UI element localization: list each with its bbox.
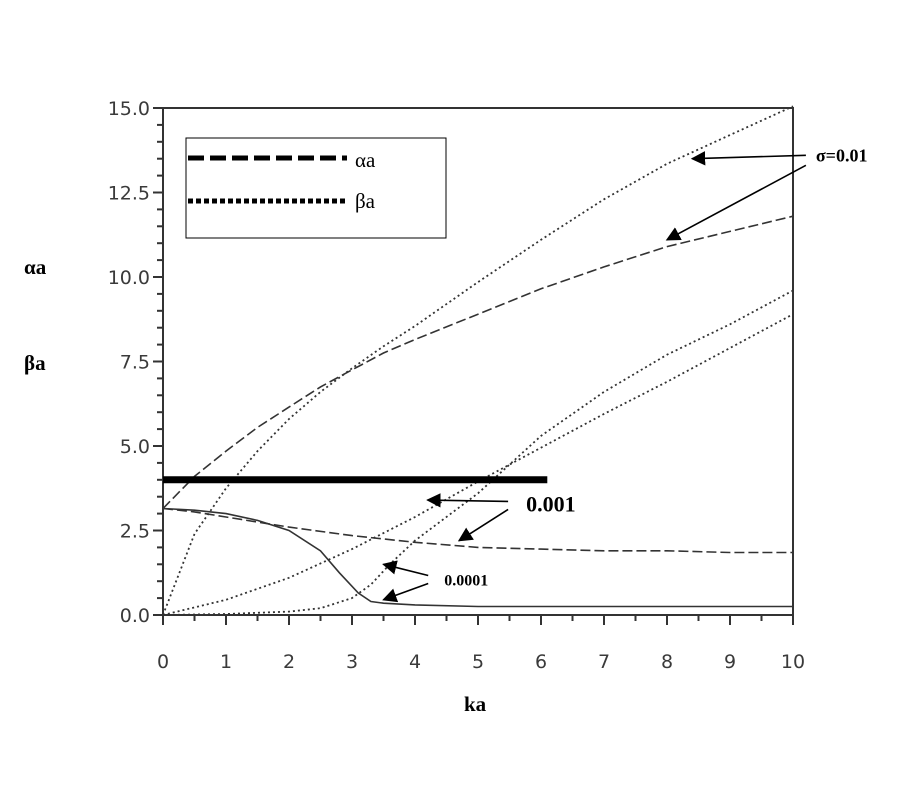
x-axis-label: ka bbox=[464, 692, 487, 716]
legend-box bbox=[185, 137, 447, 239]
axis-labels: αa βa ka bbox=[24, 255, 487, 716]
y-axis-label-beta: βa bbox=[24, 351, 46, 375]
x-tick-label: 7 bbox=[598, 651, 610, 673]
y-tick-label: 15.0 bbox=[108, 98, 150, 120]
y-tick-label: 0.0 bbox=[120, 605, 150, 627]
legend-label-beta: βa bbox=[355, 189, 376, 213]
legend-label-alpha: αa bbox=[355, 148, 376, 172]
x-tick-label: 0 bbox=[157, 651, 169, 673]
annotation-arrow bbox=[457, 508, 509, 542]
annotation-label: σ=0.01 bbox=[816, 145, 868, 165]
annotation-arrow bbox=[382, 582, 429, 603]
series-line-αa-0.01 bbox=[162, 215, 794, 510]
x-tick-label: 10 bbox=[781, 651, 805, 673]
annotations: σ=0.01 0.001 0.0001 bbox=[382, 145, 868, 603]
series-line-αa-0.001 bbox=[162, 507, 793, 554]
legend: αa βa bbox=[185, 137, 447, 239]
annotation-label: 0.0001 bbox=[444, 573, 488, 590]
series-line-αa-0.0001 bbox=[162, 507, 793, 608]
series-line-βa-0.0001 bbox=[162, 289, 794, 616]
x-tick-label: 3 bbox=[346, 651, 358, 673]
x-tick-label: 1 bbox=[220, 651, 232, 673]
annotation-arrow bbox=[665, 164, 807, 241]
series-layer bbox=[162, 105, 794, 616]
x-tick-label: 9 bbox=[724, 651, 736, 673]
y-axis-label-alpha: αa bbox=[24, 255, 47, 279]
y-tick-label: 12.5 bbox=[108, 183, 150, 205]
annotation-arrow bbox=[382, 560, 429, 577]
series-line-βa-0.001 bbox=[162, 313, 794, 616]
x-tick-label: 5 bbox=[472, 651, 484, 673]
x-tick-label: 4 bbox=[409, 651, 421, 673]
x-tick-label: 6 bbox=[535, 651, 547, 673]
y-tick-label: 7.5 bbox=[120, 352, 150, 374]
x-tick-label: 2 bbox=[283, 651, 295, 673]
annotation-arrow bbox=[426, 493, 509, 508]
y-tick-label: 5.0 bbox=[120, 436, 150, 458]
annotation-label: 0.001 bbox=[526, 491, 576, 516]
y-tick-label: 10.0 bbox=[108, 267, 150, 289]
x-tick-label: 8 bbox=[661, 651, 673, 673]
plot-area: 0 1 2 3 4 5 6 7 8 9 10 0.0 2.5 5.0 7.5 10.0 12.5 15.0 bbox=[108, 98, 805, 673]
annotation-arrow bbox=[690, 151, 806, 166]
series-line-βa-0.01 bbox=[162, 105, 794, 616]
y-tick-label: 2.5 bbox=[120, 521, 150, 543]
